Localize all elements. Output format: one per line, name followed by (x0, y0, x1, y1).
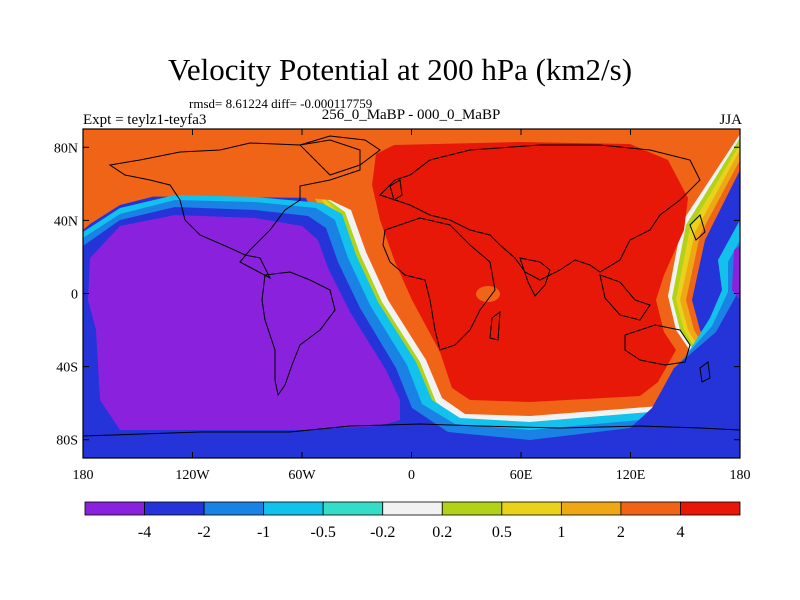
colorbar-label: 2 (617, 524, 625, 541)
y-tick-label: 80S (56, 434, 78, 449)
x-tick-label: 60E (510, 468, 533, 483)
colorbar-label: -1 (257, 524, 270, 541)
colorbar-label: -0.2 (370, 524, 395, 541)
colorbar: -4 -2 -1 -0.5 -0.2 0.2 0.5 1 2 4 (84, 501, 741, 541)
coast-antarctica (83, 423, 740, 437)
coast-madagascar (489, 310, 501, 341)
y-axis: 80N 40N 0 40S 80S (54, 141, 740, 449)
x-tick-label: 120W (175, 468, 210, 483)
x-tick-label: 180 (73, 468, 94, 483)
x-tick-label: 60W (288, 468, 316, 483)
coast-australia (624, 324, 691, 366)
colorbar-box (620, 501, 681, 516)
colorbar-box (263, 501, 324, 516)
east-pacific-minimum (732, 246, 740, 300)
coast-greenland (299, 135, 381, 176)
colorbar-label: 0.2 (432, 524, 452, 541)
x-axis: 180 120W 60W 0 60E 120E 180 (73, 129, 751, 483)
x-tick-label: 120E (616, 468, 646, 483)
colorbar-label: 4 (676, 524, 684, 541)
colorbar-box (560, 501, 622, 516)
colorbar-label: -2 (197, 524, 210, 541)
x-tick-label: 180 (730, 468, 751, 483)
colorbar-box (322, 501, 384, 516)
coast-north-america (108, 139, 361, 280)
coast-new-zealand (699, 361, 711, 383)
colorbar-label: 0.5 (492, 524, 512, 541)
coast-japan (689, 214, 706, 241)
y-tick-label: 80N (54, 141, 78, 156)
colorbar-label: -0.5 (311, 524, 336, 541)
coast-uk (389, 179, 403, 201)
stats-label: rmsd= 8.61224 diff= -0.000117759 (189, 96, 373, 111)
contour-field (83, 129, 740, 458)
colorbar-box (680, 501, 741, 516)
band-positive-4 (372, 142, 688, 402)
colorbar-box (144, 501, 205, 516)
colorbar-box (203, 501, 265, 516)
coast-southeast-asia (599, 274, 651, 321)
x-tick-label: 0 (408, 468, 415, 483)
y-tick-label: 40N (54, 214, 78, 229)
coast-africa (382, 217, 496, 351)
coastlines (83, 135, 740, 437)
chart-title: Velocity Potential at 200 hPa (km2/s) (167, 52, 633, 87)
colorbar-label: 1 (557, 524, 565, 541)
orange-blob (476, 286, 500, 302)
coast-eurasia (379, 144, 701, 281)
experiment-label: Expt = teylz1-teyfa3 (83, 112, 207, 128)
y-tick-label: 40S (56, 361, 78, 376)
colorbar-box (84, 501, 145, 516)
coast-south-america (261, 271, 336, 397)
colorbar-box (382, 501, 443, 516)
colorbar-box (501, 501, 562, 516)
coast-india (519, 257, 551, 297)
colorbar-box (441, 501, 503, 516)
colorbar-label: -4 (138, 524, 151, 541)
case-label: 256_0_MaBP - 000_0_MaBP (321, 107, 501, 123)
season-label: JJA (719, 112, 742, 128)
band-neg-4 (88, 215, 400, 430)
y-tick-label: 0 (71, 288, 78, 303)
